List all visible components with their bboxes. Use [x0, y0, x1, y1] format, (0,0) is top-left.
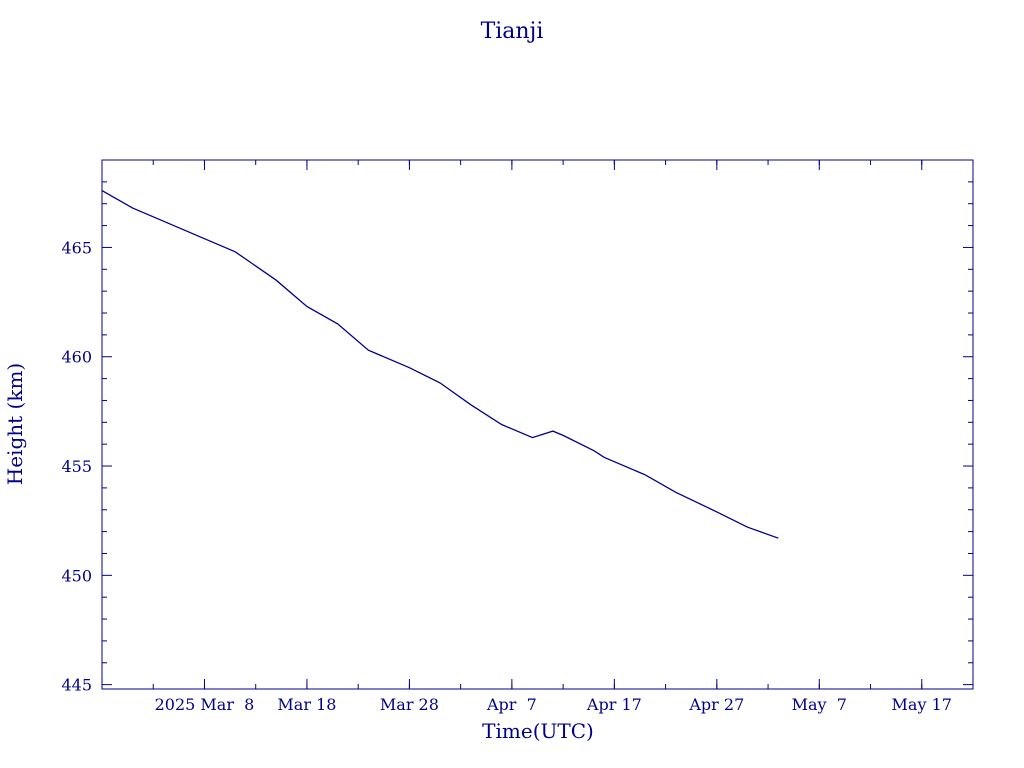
y-tick-label: 460 — [61, 348, 92, 367]
x-axis-label: Time(UTC) — [482, 719, 594, 743]
y-axis: 445 450 455 460 465 — [61, 159, 973, 695]
x-axis: 2025 Mar 8 Mar 18 Mar 28 Apr 7 Apr 17 Apr 27 M… — [152, 160, 974, 714]
x-tick-label: Apr 7 — [486, 695, 537, 714]
series-line — [101, 190, 779, 539]
y-tick-label: 450 — [61, 566, 92, 585]
x-tick-label: May 17 — [892, 695, 952, 714]
x-tick-label: Apr 27 — [688, 695, 744, 714]
plot-frame — [101, 159, 974, 690]
chart-title: Tianji — [481, 19, 544, 44]
y-tick-label: 445 — [61, 676, 92, 695]
y-tick-label: 465 — [61, 238, 92, 257]
y-axis-label: Height (km) — [3, 363, 27, 485]
x-tick-label: Mar 28 — [380, 695, 439, 714]
x-tick-label: Mar 18 — [277, 695, 336, 714]
x-tick-label: 2025 Mar 8 — [155, 695, 255, 714]
x-tick-label: May 7 — [792, 695, 847, 714]
y-tick-label: 455 — [61, 457, 92, 476]
x-tick-label: Apr 17 — [586, 695, 642, 714]
